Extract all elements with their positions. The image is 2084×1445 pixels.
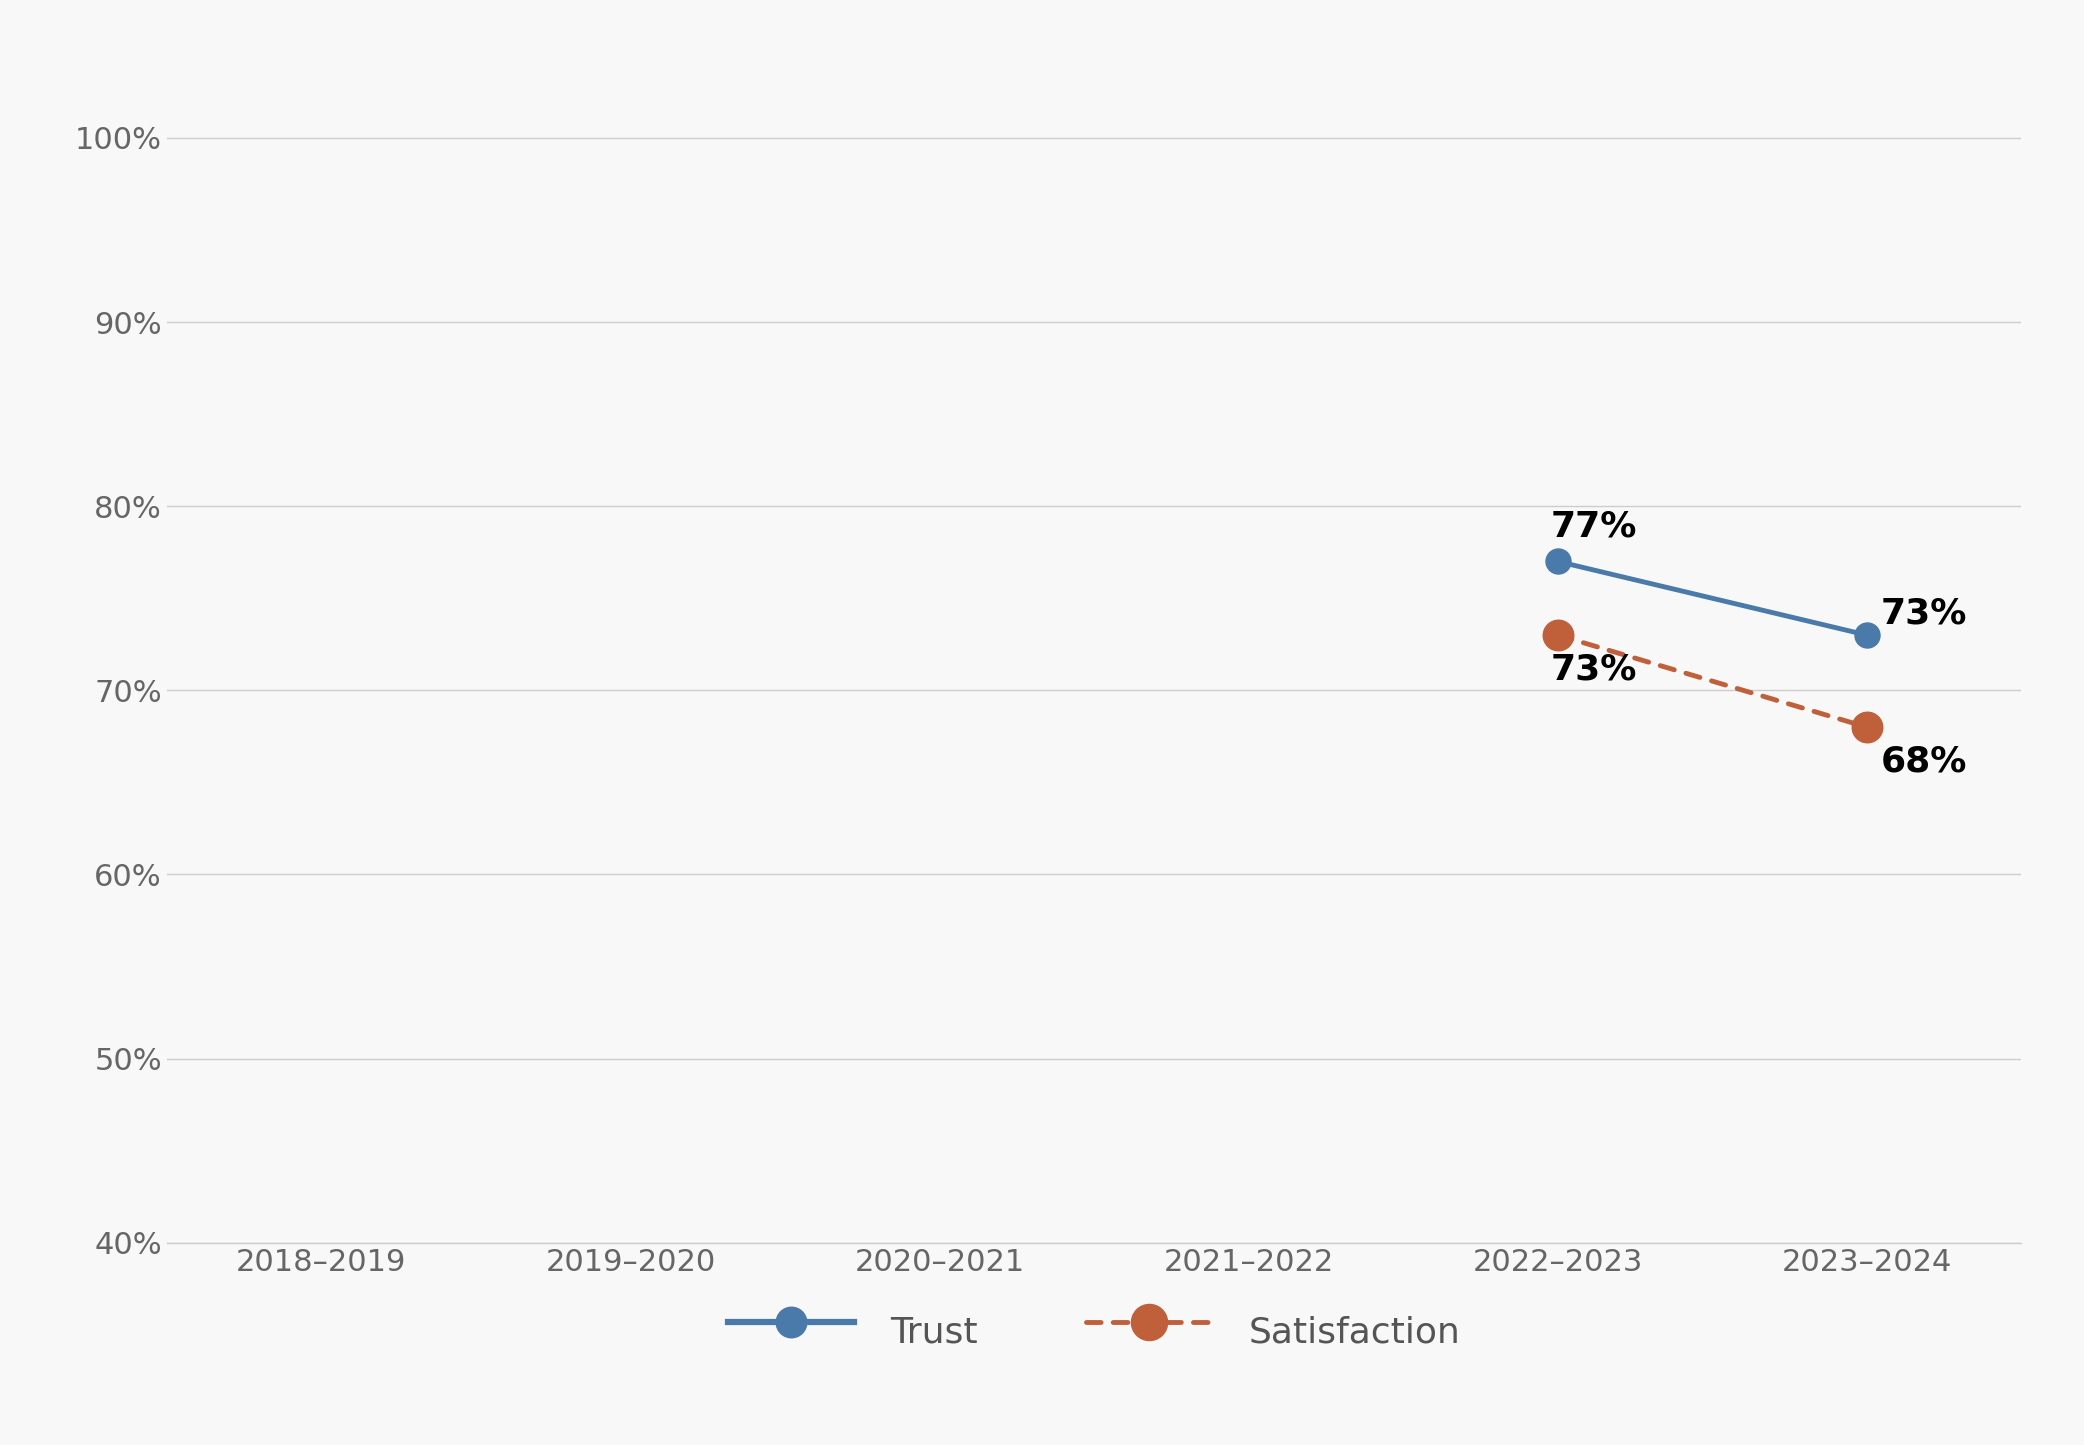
Text: 73%: 73% xyxy=(1550,653,1638,686)
Text: 77%: 77% xyxy=(1550,510,1638,543)
Text: 68%: 68% xyxy=(1880,744,1967,779)
Legend: Trust, Satisfaction: Trust, Satisfaction xyxy=(713,1289,1475,1373)
Text: 73%: 73% xyxy=(1880,597,1967,631)
